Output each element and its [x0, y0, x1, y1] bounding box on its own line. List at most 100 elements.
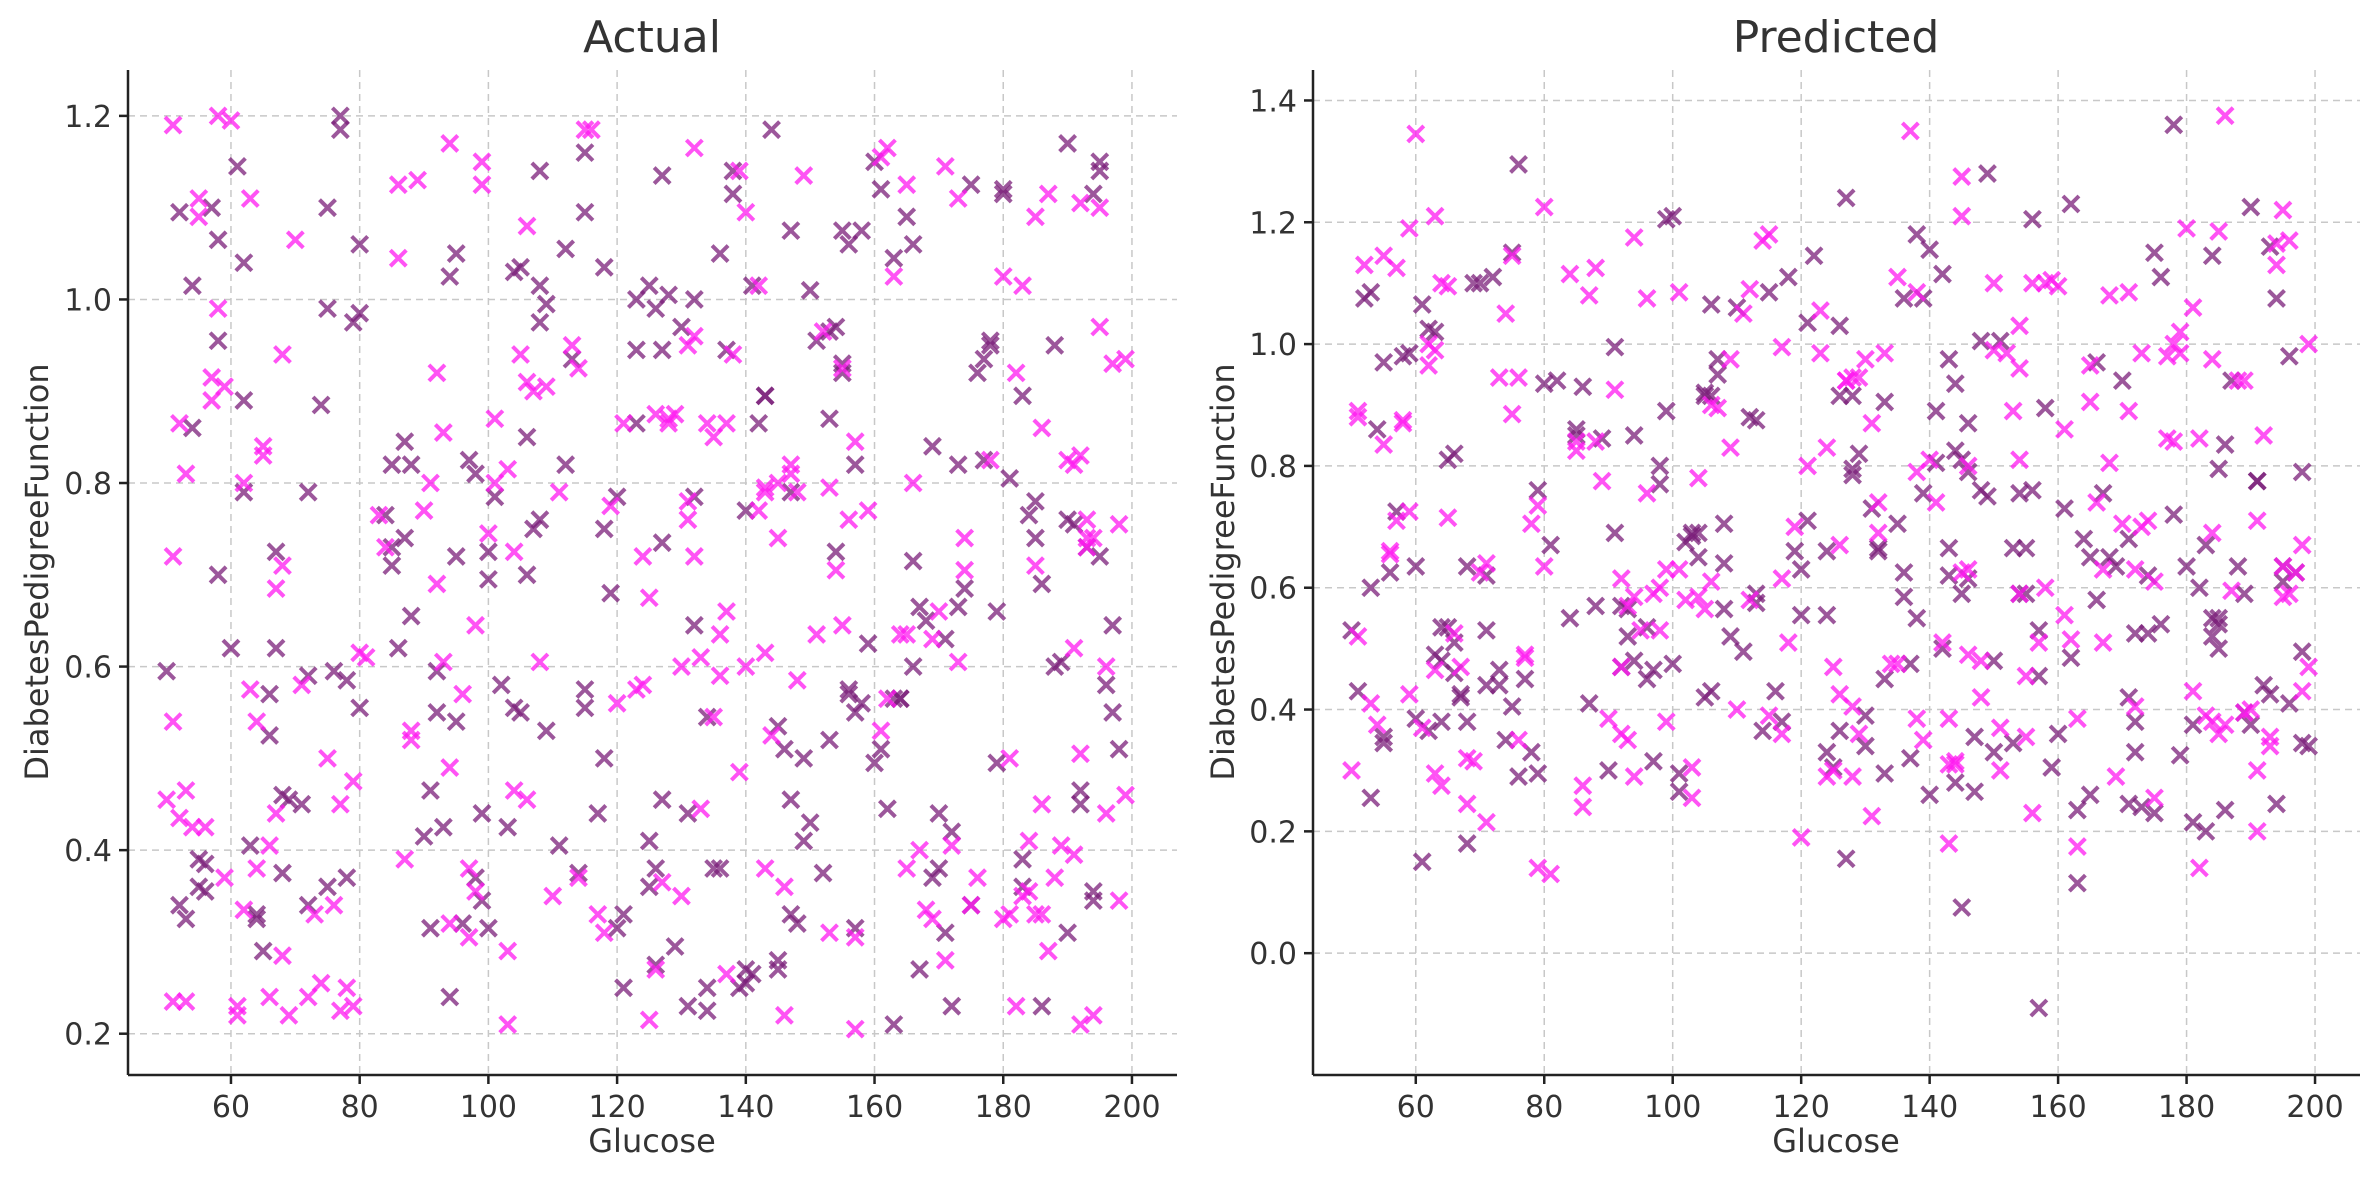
data-point-predicted-series-2: [1457, 794, 1477, 814]
data-point-predicted-series-2: [1785, 517, 1805, 537]
data-point-actual-series-2: [1038, 184, 1058, 204]
data-point-predicted-series-2: [1348, 407, 1368, 427]
data-point-predicted-series-1: [2151, 267, 2171, 287]
y-tick-label: 0.2: [64, 1018, 112, 1053]
data-point-predicted-series-1: [1669, 764, 1689, 783]
data-point-predicted-series-2: [1348, 401, 1368, 421]
data-point-predicted-series-1: [1644, 660, 1663, 680]
data-point-predicted-series-1: [1855, 706, 1875, 726]
data-point-actual-series-1: [478, 569, 498, 589]
data-point-predicted-series-2: [2100, 285, 2119, 305]
data-point-actual-series-2: [768, 528, 788, 548]
data-point-actual-series-2: [1077, 510, 1097, 530]
data-point-actual-series-1: [1013, 849, 1032, 869]
data-point-predicted-series-1: [1688, 547, 1708, 567]
data-point-predicted-series-1: [1444, 444, 1464, 464]
data-point-predicted-series-2: [2190, 429, 2209, 448]
data-point-actual-series-2: [427, 363, 447, 383]
data-point-actual-series-2: [279, 1005, 299, 1025]
data-point-predicted-series-2: [2010, 316, 2029, 336]
data-point-predicted-series-2: [1438, 508, 1458, 528]
data-point-actual-series-1: [401, 455, 421, 475]
data-point-actual-series-1: [980, 335, 1000, 355]
data-point-predicted-series-1: [2170, 745, 2190, 765]
data-point-actual-series-2: [266, 579, 286, 598]
data-point-actual-series-2: [273, 556, 292, 576]
data-point-actual-series-1: [1083, 184, 1103, 204]
data-point-actual-series-2: [1109, 514, 1129, 534]
data-point-predicted-series-1: [2241, 197, 2261, 217]
data-point-actual-series-2: [839, 510, 859, 530]
data-point-actual-series-2: [910, 840, 929, 860]
data-point-actual-series-1: [800, 813, 820, 833]
data-point-predicted-series-1: [2067, 873, 2087, 893]
data-point-predicted-series-2: [1952, 167, 1972, 187]
data-point-predicted-series-1: [1843, 465, 1862, 485]
data-point-actual-series-1: [556, 455, 576, 475]
data-point-actual-series-1: [221, 638, 241, 658]
data-point-actual-series-1: [723, 184, 743, 204]
data-point-actual-series-2: [1071, 193, 1090, 213]
data-point-predicted-series-2: [1868, 523, 1888, 543]
gridlines-predicted: [1313, 70, 2360, 1075]
data-point-actual-series-2: [993, 267, 1013, 286]
data-point-predicted-series-1: [2003, 733, 2023, 753]
data-point-actual-series-1: [614, 978, 633, 998]
data-point-actual-series-2: [935, 950, 955, 970]
data-point-actual-series-2: [273, 345, 292, 364]
data-point-predicted-series-1: [2145, 243, 2164, 263]
data-point-actual-series-2: [826, 560, 846, 580]
data-point-predicted-series-1: [1875, 669, 1895, 689]
data-point-actual-series-2: [1032, 418, 1052, 438]
data-point-actual-series-2: [1064, 638, 1084, 658]
data-point-actual-series-1: [382, 455, 402, 475]
data-point-actual-series-2: [1051, 836, 1071, 855]
data-point-actual-series-1: [421, 781, 440, 800]
data-point-predicted-series-2: [1900, 121, 1920, 141]
data-point-actual-series-1: [266, 638, 286, 658]
data-point-predicted-series-2: [2222, 581, 2241, 601]
data-point-actual-series-2: [832, 615, 852, 635]
data-point-predicted-series-1: [1714, 553, 1734, 573]
data-point-actual-series-1: [723, 161, 743, 181]
data-point-actual-series-1: [684, 615, 704, 635]
data-point-predicted-series-2: [2292, 535, 2312, 555]
data-point-predicted-series-2: [2067, 709, 2087, 729]
y-tick-label: 1.2: [64, 100, 112, 135]
data-point-actual-series-1: [517, 427, 537, 447]
data-point-actual-series-2: [189, 207, 209, 227]
y-tick-label: 0.4: [64, 834, 112, 869]
scatter-points-actual: [157, 106, 1135, 1039]
data-point-actual-series-2: [858, 501, 878, 520]
data-point-actual-series-1: [942, 996, 962, 1016]
data-point-actual-series-2: [749, 276, 769, 296]
data-point-predicted-series-1: [1701, 295, 1721, 314]
data-point-predicted-series-2: [1637, 483, 1657, 503]
data-point-actual-series-1: [820, 409, 839, 429]
data-point-actual-series-1: [626, 340, 646, 360]
data-point-actual-series-1: [247, 904, 267, 924]
data-point-actual-series-2: [195, 817, 215, 837]
data-point-predicted-series-2: [2125, 697, 2145, 716]
data-point-actual-series-2: [588, 904, 608, 924]
data-point-predicted-series-1: [2048, 724, 2068, 744]
data-point-predicted-series-2: [1798, 456, 1818, 476]
data-point-actual-series-2: [524, 381, 543, 401]
ticks-predicted: 60 80 100 120 140 160 180 200 0.0 0.2 0.4 0.6 0.8 1.0…: [1249, 84, 2343, 1125]
gridlines-actual: [128, 70, 1177, 1075]
data-point-predicted-series-1: [1939, 349, 1959, 369]
data-point-actual-series-1: [813, 863, 833, 883]
data-point-predicted-series-1: [1509, 154, 1528, 174]
data-point-predicted-series-2: [2254, 426, 2274, 445]
data-point-predicted-series-1: [1547, 371, 1567, 391]
data-point-actual-series-1: [575, 698, 595, 718]
data-point-actual-series-1: [511, 703, 530, 722]
data-point-actual-series-2: [318, 748, 337, 768]
data-point-predicted-series-1: [1766, 681, 1785, 701]
x-tick-label: 100: [460, 1090, 517, 1125]
data-point-actual-series-1: [987, 602, 1007, 621]
data-point-predicted-series-1: [1920, 240, 1940, 260]
data-point-actual-series-2: [305, 904, 325, 924]
data-point-actual-series-1: [903, 551, 923, 571]
data-point-predicted-series-1: [1875, 392, 1895, 412]
